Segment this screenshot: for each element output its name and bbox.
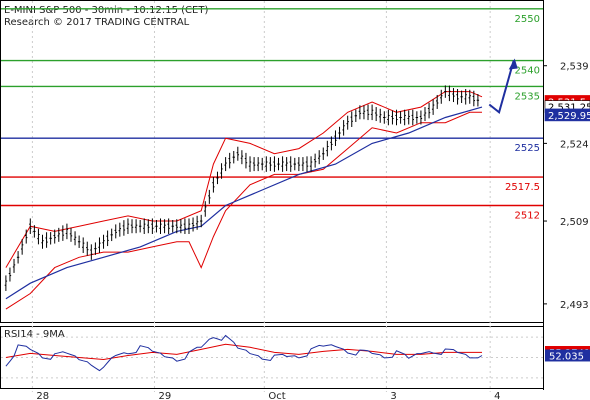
ticks-layer: 2,539 2,524 2,509 2,493 28 29 Oct 3 4 xyxy=(36,62,588,400)
y-tick-label: 2,524 xyxy=(560,139,589,150)
y-tick-label: 2,509 xyxy=(560,217,589,228)
price-tag-box xyxy=(544,108,590,122)
rsi-tag-box xyxy=(545,349,590,362)
level-label: 2525 xyxy=(515,143,540,154)
level-label: 2540 xyxy=(515,66,540,77)
x-tick-label: 4 xyxy=(494,391,500,400)
tags-layer: 2,531.52,531.252,529.9555.374152.035 xyxy=(544,95,590,362)
rsi-tag-label: 52.035 xyxy=(549,351,584,362)
chart-subtitle: Research © 2017 TRADING CENTRAL xyxy=(4,17,190,28)
price-layer xyxy=(4,85,480,291)
x-tick-label: 3 xyxy=(390,391,396,400)
rsi-ma-line xyxy=(5,343,482,361)
x-tick-label: 29 xyxy=(158,391,171,400)
forecast-arrow-head xyxy=(508,58,518,70)
level-label: 2512 xyxy=(515,211,540,222)
price-tag-label: 2,531.25 xyxy=(548,103,590,114)
level-label: 2550 xyxy=(515,14,540,25)
rsi-layer xyxy=(1,334,543,379)
rsi-label: RSI14 - 9MA xyxy=(4,329,65,340)
grid-layer xyxy=(31,1,491,392)
levels-layer: 2550 2540 2535 2525 2517.5 2512 xyxy=(1,8,543,222)
price-panel-frame xyxy=(0,0,544,323)
chart-title: E-MINI S&P 500 - 30min - 10:12:15 (CET) xyxy=(4,5,208,16)
rsi-line xyxy=(5,334,483,372)
price-tag-label: 2,529.95 xyxy=(548,111,590,122)
forecast-layer xyxy=(488,58,518,115)
x-tick-label: 28 xyxy=(36,391,49,400)
band-upper-line xyxy=(5,91,483,268)
level-label: 2517.5 xyxy=(505,182,540,193)
bands-layer xyxy=(5,91,483,310)
y-tick-label: 2,493 xyxy=(560,300,589,311)
moving-average-line xyxy=(5,106,483,300)
y-tick-label: 2,539 xyxy=(560,62,589,73)
x-tick-label: Oct xyxy=(268,391,285,400)
forecast-arrow-line xyxy=(488,60,515,115)
level-label: 2535 xyxy=(515,91,540,102)
